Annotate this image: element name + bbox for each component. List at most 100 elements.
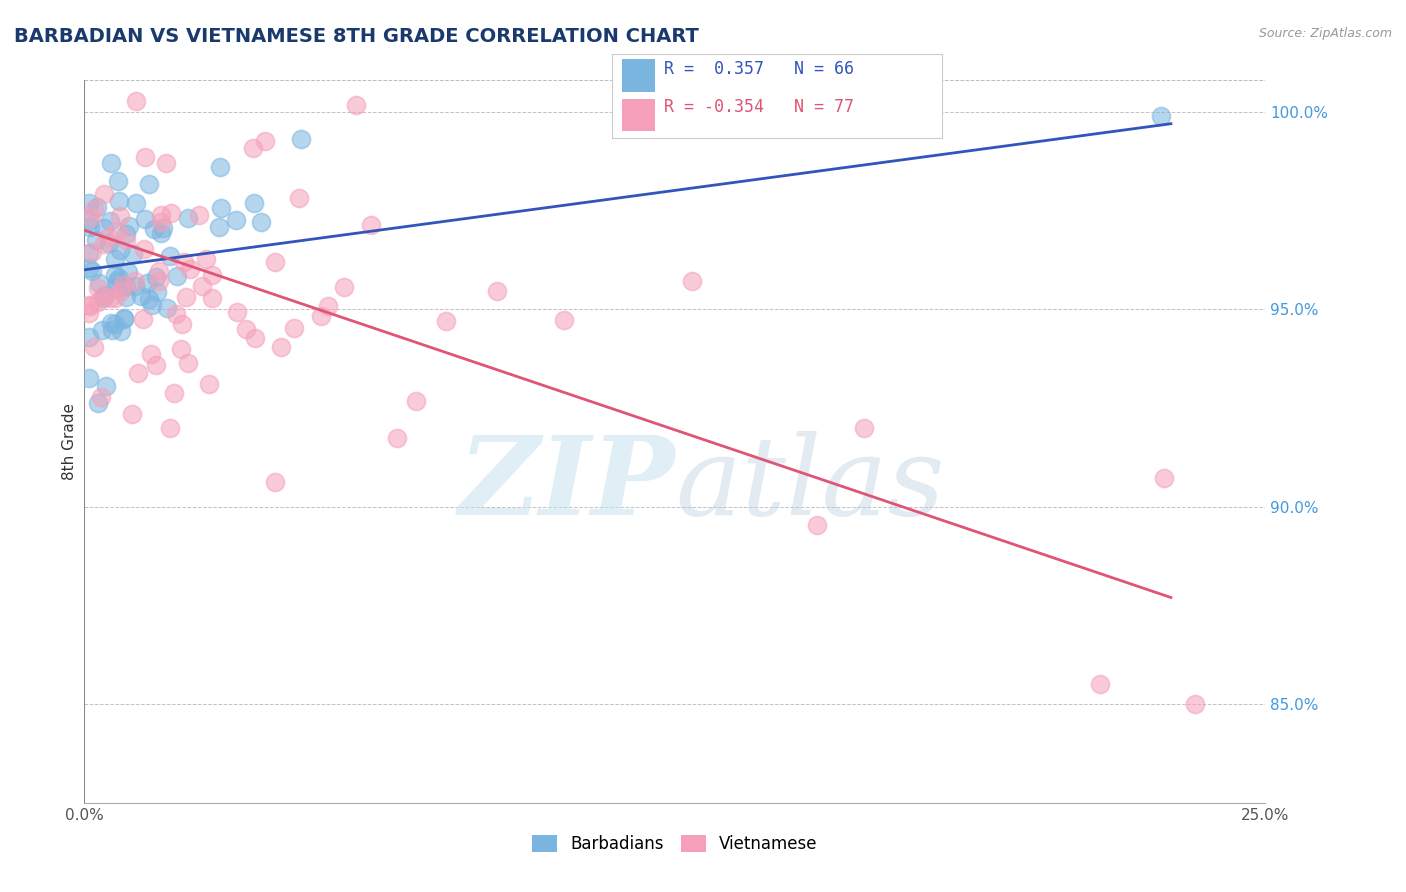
Point bbox=[346, 98, 368, 112]
Point bbox=[194, 252, 217, 267]
Point bbox=[553, 313, 575, 327]
Point bbox=[77, 298, 100, 312]
Point bbox=[90, 390, 112, 404]
Point bbox=[134, 150, 156, 164]
Point bbox=[243, 331, 266, 345]
Point bbox=[91, 323, 114, 337]
Point bbox=[141, 297, 163, 311]
Point bbox=[121, 407, 143, 421]
Point bbox=[86, 200, 108, 214]
Text: BARBADIAN VS VIETNAMESE 8TH GRADE CORRELATION CHART: BARBADIAN VS VIETNAMESE 8TH GRADE CORREL… bbox=[14, 27, 699, 45]
Point bbox=[191, 278, 214, 293]
Point bbox=[177, 355, 200, 369]
Point bbox=[148, 264, 170, 278]
Point bbox=[105, 224, 128, 238]
Point bbox=[117, 265, 139, 279]
Point bbox=[132, 312, 155, 326]
Point bbox=[79, 299, 101, 313]
Point bbox=[112, 277, 135, 292]
Point bbox=[170, 342, 193, 356]
Point bbox=[263, 475, 285, 489]
Point bbox=[134, 212, 156, 227]
Point bbox=[235, 322, 257, 336]
Point bbox=[264, 255, 287, 269]
Point bbox=[270, 341, 292, 355]
Point bbox=[115, 290, 138, 304]
Point bbox=[198, 376, 221, 391]
Point bbox=[121, 247, 143, 261]
Point bbox=[174, 290, 197, 304]
Point bbox=[163, 385, 186, 400]
Point bbox=[93, 236, 115, 251]
Point bbox=[87, 294, 110, 309]
Point bbox=[225, 212, 247, 227]
Point bbox=[87, 281, 110, 295]
Point bbox=[77, 195, 100, 210]
Point bbox=[91, 288, 114, 302]
Point bbox=[136, 277, 159, 291]
Point bbox=[104, 280, 127, 294]
Point bbox=[165, 307, 187, 321]
Point bbox=[138, 292, 160, 306]
Point bbox=[110, 209, 132, 223]
Point bbox=[179, 262, 201, 277]
Point bbox=[316, 300, 339, 314]
Point bbox=[148, 274, 170, 288]
Point bbox=[98, 291, 121, 305]
Point bbox=[93, 187, 115, 202]
Point bbox=[93, 221, 115, 235]
Bar bbox=[621, 99, 655, 131]
Point bbox=[105, 274, 128, 288]
Point bbox=[201, 291, 224, 305]
Point bbox=[1150, 109, 1173, 123]
Point bbox=[166, 268, 188, 283]
Point bbox=[385, 431, 408, 445]
Point bbox=[209, 160, 232, 174]
Point bbox=[98, 214, 121, 228]
Point bbox=[124, 279, 146, 293]
Point bbox=[143, 221, 166, 235]
Point bbox=[288, 191, 311, 205]
Point bbox=[209, 202, 232, 216]
Point bbox=[84, 233, 107, 247]
Point bbox=[156, 301, 179, 315]
Point bbox=[124, 274, 146, 288]
Point bbox=[110, 325, 132, 339]
Point bbox=[283, 320, 305, 334]
Point bbox=[83, 202, 105, 217]
Point bbox=[100, 156, 122, 170]
Point bbox=[254, 135, 277, 149]
Point bbox=[152, 221, 174, 235]
Point bbox=[127, 366, 149, 380]
Point bbox=[77, 214, 100, 228]
Point bbox=[94, 379, 117, 393]
Point bbox=[77, 371, 100, 385]
Point bbox=[150, 215, 173, 229]
Point bbox=[290, 132, 312, 146]
Point bbox=[89, 277, 111, 291]
Text: R = -0.354   N = 77: R = -0.354 N = 77 bbox=[665, 97, 855, 116]
Point bbox=[103, 317, 125, 331]
Point bbox=[108, 243, 131, 257]
Point bbox=[80, 211, 103, 225]
Point bbox=[159, 421, 181, 435]
Text: atlas: atlas bbox=[675, 431, 945, 539]
Point bbox=[150, 208, 173, 222]
Point bbox=[333, 280, 356, 294]
Point bbox=[104, 252, 127, 266]
Point bbox=[77, 261, 100, 276]
Text: Source: ZipAtlas.com: Source: ZipAtlas.com bbox=[1258, 27, 1392, 40]
Point bbox=[242, 140, 264, 154]
Point bbox=[201, 268, 224, 282]
Point bbox=[115, 279, 138, 293]
Point bbox=[159, 249, 181, 263]
Point bbox=[77, 245, 100, 260]
Point bbox=[134, 242, 156, 256]
Point bbox=[94, 287, 117, 301]
Point bbox=[77, 306, 100, 320]
Point bbox=[486, 284, 509, 298]
Point bbox=[434, 314, 457, 328]
Point bbox=[82, 264, 104, 278]
Point bbox=[77, 329, 100, 343]
Point bbox=[115, 227, 138, 241]
